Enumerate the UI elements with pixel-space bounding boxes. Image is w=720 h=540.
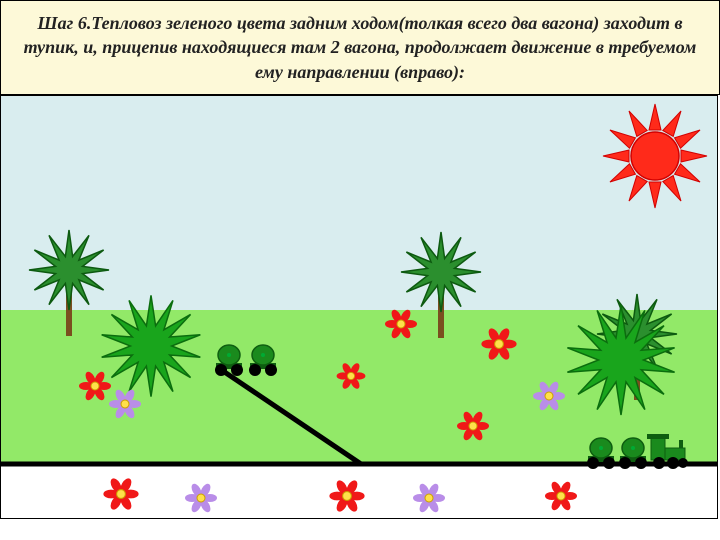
- scene-svg: [1, 96, 718, 519]
- scene: [0, 95, 718, 519]
- header-text: Шаг 6.Тепловоз зеленого цвета задним ход…: [24, 13, 697, 82]
- header-panel: Шаг 6.Тепловоз зеленого цвета задним ход…: [0, 0, 720, 95]
